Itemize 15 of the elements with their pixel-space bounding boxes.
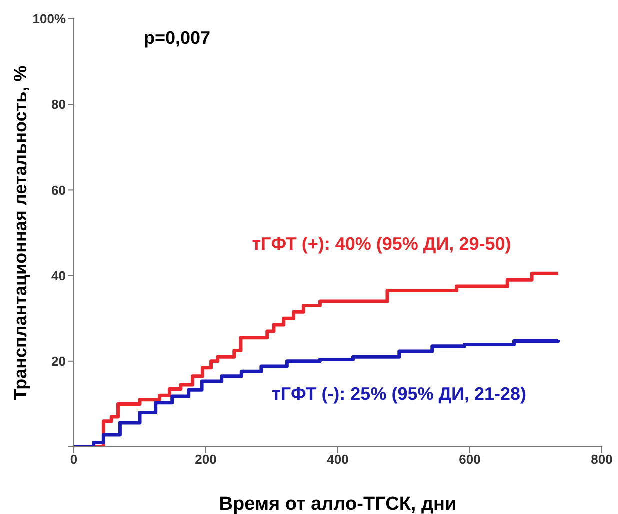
y-tick-label: 80 — [52, 97, 66, 112]
y-axis-title: Трансплантационная летальность, % — [10, 66, 30, 400]
x-axis-title: Время от алло-ТГСК, дни — [219, 494, 457, 514]
y-tick-label: 40 — [52, 268, 66, 284]
y-tick-label: 100% — [32, 12, 66, 27]
x-tick-label: 0 — [70, 452, 78, 468]
x-tick-label: 400 — [327, 452, 349, 468]
x-tick-label: 200 — [195, 452, 217, 468]
x-tick-label: 800 — [591, 452, 613, 468]
y-tick-label: 20 — [52, 354, 66, 370]
series-label: тГФТ (-): 25% (95% ДИ, 21-28) — [272, 384, 527, 404]
x-tick-label: 600 — [459, 452, 481, 468]
series-label: тГФТ (+): 40% (95% ДИ, 29-50) — [252, 234, 512, 254]
annotation: p=0,007 — [144, 28, 211, 48]
y-tick-label: 60 — [52, 182, 66, 198]
